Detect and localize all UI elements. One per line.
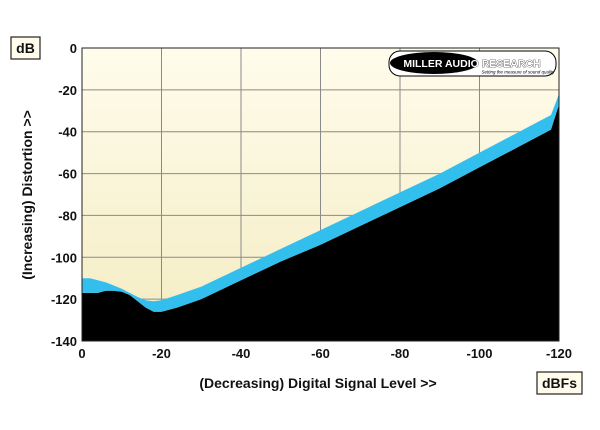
plot-frame xyxy=(81,47,560,342)
y-tick-label: -140 xyxy=(51,334,77,349)
x-tick-label: -60 xyxy=(311,346,330,361)
x-tick-label: -80 xyxy=(391,346,410,361)
x-tick-label: -100 xyxy=(466,346,492,361)
y-tick-label: 0 xyxy=(70,41,77,56)
y-axis-ticks: 0 -20 -40 -60 -80 -100 -120 -140 xyxy=(51,41,77,349)
x-tick-label: 0 xyxy=(78,346,85,361)
x-unit-label: dBFs xyxy=(542,375,577,391)
x-tick-label: -120 xyxy=(546,346,572,361)
x-tick-label: -40 xyxy=(232,346,251,361)
x-axis-label: (Decreasing) Digital Signal Level >> xyxy=(199,375,436,391)
y-tick-label: -60 xyxy=(58,167,77,182)
x-tick-label: -20 xyxy=(152,346,171,361)
y-unit-box: dB xyxy=(10,36,41,60)
y-tick-label: -120 xyxy=(51,292,77,307)
x-axis-ticks: 0 -20 -40 -60 -80 -100 -120 xyxy=(78,346,572,361)
noise-floor-area xyxy=(82,104,559,341)
y-unit-label: dB xyxy=(16,40,35,56)
logo-tagline: Setting the measure of sound quality xyxy=(481,70,555,75)
y-tick-label: -100 xyxy=(51,250,77,265)
y-tick-label: -20 xyxy=(58,83,77,98)
x-unit-box: dBFs xyxy=(536,371,583,395)
y-tick-label: -40 xyxy=(58,125,77,140)
y-tick-label: -80 xyxy=(58,208,77,223)
y-axis-label: (Increasing) Distortion >> xyxy=(19,110,35,280)
miller-audio-research-logo: MILLER AUDIO RESEARCH Setting the measur… xyxy=(388,50,557,77)
logo-main-text: MILLER AUDIO RESEARCH xyxy=(403,58,540,70)
